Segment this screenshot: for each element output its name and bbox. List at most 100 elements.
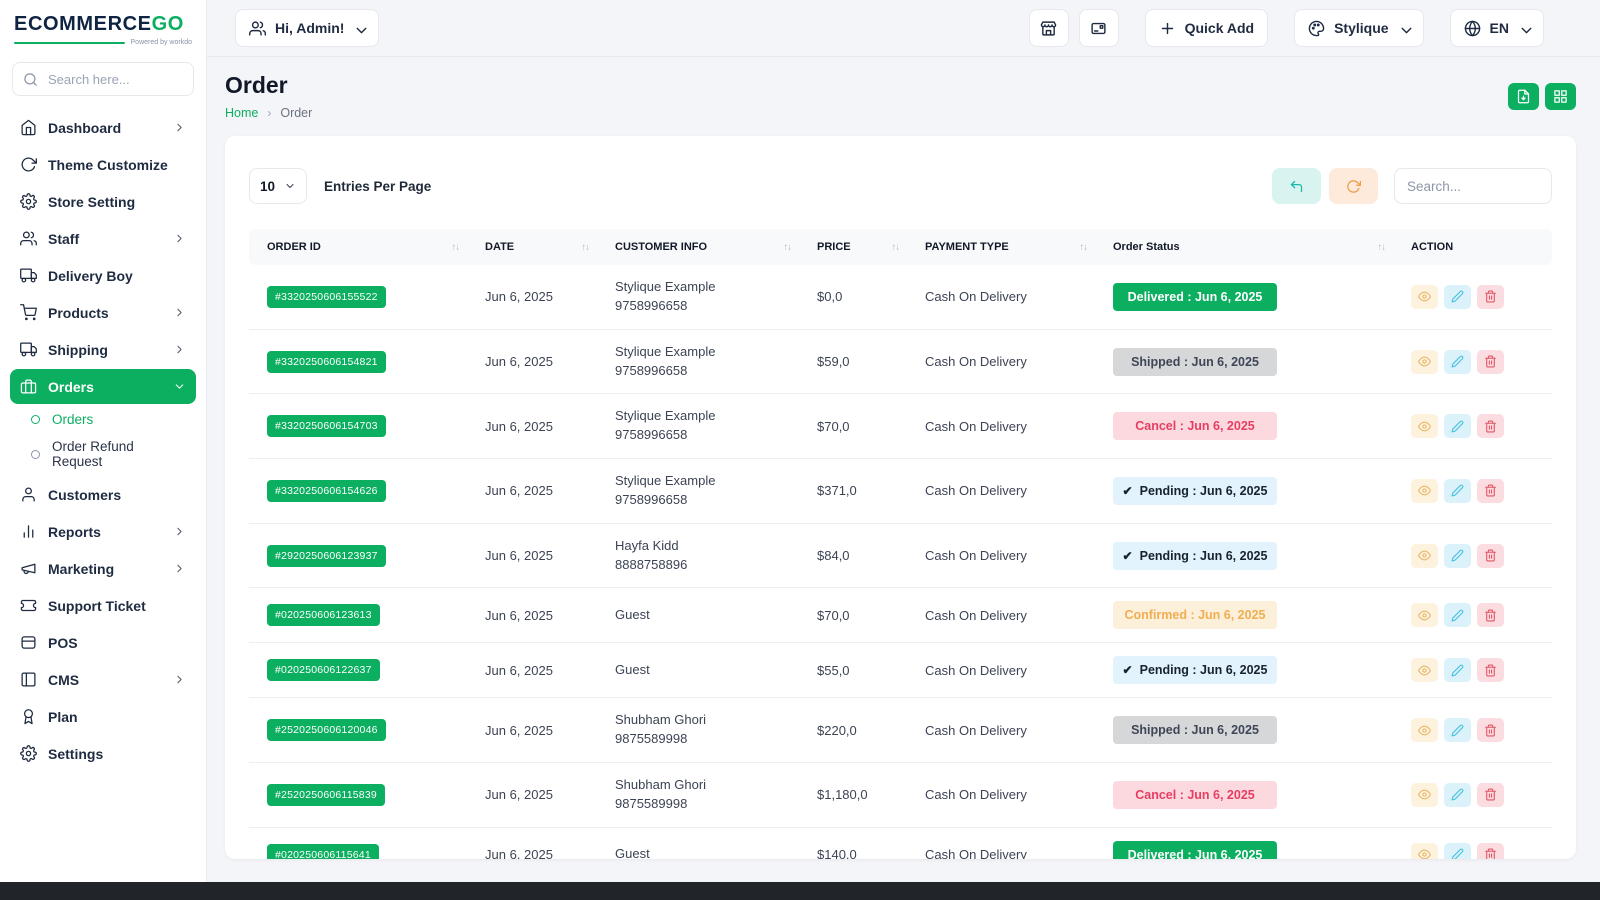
column-header-customer-info[interactable]: CUSTOMER INFO↑↓ [605,229,807,265]
view-order-button[interactable] [1411,350,1438,374]
edit-order-button[interactable] [1444,544,1471,568]
sidebar-item-orders[interactable]: Orders [10,369,196,404]
order-id-badge[interactable]: #2520250606120046 [267,719,386,741]
sidebar-item-staff[interactable]: Staff [10,221,196,256]
order-id-badge[interactable]: #2520250606115839 [267,784,385,806]
bullet-icon [31,415,40,424]
sidebar-item-plan[interactable]: Plan [10,699,196,734]
view-order-button[interactable] [1411,479,1438,503]
delete-order-button[interactable] [1477,843,1504,859]
delete-order-button[interactable] [1477,783,1504,807]
sidebar-item-theme-customize[interactable]: Theme Customize [10,147,196,182]
edit-order-button[interactable] [1444,414,1471,438]
view-order-button[interactable] [1411,783,1438,807]
reports-icon [20,523,37,540]
refresh-button[interactable] [1329,168,1378,204]
view-order-button[interactable] [1411,658,1438,682]
customer-info-cell: Guest [605,588,807,643]
delete-order-button[interactable] [1477,718,1504,742]
edit-order-button[interactable] [1444,718,1471,742]
order-status-cell: Cancel : Jun 6, 2025 [1103,763,1401,828]
order-id-badge[interactable]: #3320250606154703 [267,415,386,437]
action-cell [1401,459,1552,524]
order-id-badge[interactable]: #020250606115641 [267,844,379,859]
delete-order-button[interactable] [1477,479,1504,503]
sidebar-item-pos[interactable]: POS [10,625,196,660]
edit-order-button[interactable] [1444,479,1471,503]
trash-icon [1484,609,1497,622]
grid-view-button[interactable] [1545,83,1576,110]
column-header-order-status[interactable]: Order Status↑↓ [1103,229,1401,265]
chevron-down-icon [173,380,186,393]
price-cell: $84,0 [807,523,915,588]
theme-select-button[interactable]: Stylique [1294,9,1423,47]
view-order-button[interactable] [1411,285,1438,309]
edit-order-button[interactable] [1444,783,1471,807]
order-id-badge[interactable]: #2920250606123937 [267,545,386,567]
sidebar-item-shipping[interactable]: Shipping [10,332,196,367]
sidebar-item-dashboard[interactable]: Dashboard [10,110,196,145]
delete-order-button[interactable] [1477,414,1504,438]
user-menu-button[interactable]: Hi, Admin! [235,9,379,47]
sidebar-item-cms[interactable]: CMS [10,662,196,697]
sidebar-item-marketing[interactable]: Marketing [10,551,196,586]
entries-per-page-select[interactable]: 10 [249,168,307,204]
order-id-badge[interactable]: #020250606123613 [267,604,380,626]
sidebar-subitem-order-refund-request[interactable]: Order Refund Request [21,433,196,475]
language-select-button[interactable]: EN [1450,9,1544,47]
column-header-price[interactable]: PRICE↑↓ [807,229,915,265]
delete-order-button[interactable] [1477,658,1504,682]
edit-order-button[interactable] [1444,603,1471,627]
order-id-badge[interactable]: #3320250606155522 [267,286,386,308]
edit-order-button[interactable] [1444,843,1471,859]
table-search-input[interactable] [1394,168,1552,204]
sort-icon: ↑↓ [1080,242,1088,253]
view-order-button[interactable] [1411,414,1438,438]
order-id-badge[interactable]: #020250606122637 [267,659,380,681]
delete-order-button[interactable] [1477,544,1504,568]
view-order-button[interactable] [1411,843,1438,859]
order-id-badge[interactable]: #3320250606154821 [267,351,386,373]
sidebar-search-input[interactable] [46,71,183,88]
edit-order-button[interactable] [1444,350,1471,374]
column-header-order-id[interactable]: ORDER ID↑↓ [249,229,475,265]
edit-order-button[interactable] [1444,658,1471,682]
export-button[interactable] [1508,83,1539,110]
edit-order-button[interactable] [1444,285,1471,309]
brand-logo[interactable]: ECOMMERCEGO Powered by workdo [0,0,206,50]
breadcrumb-home-link[interactable]: Home [225,106,258,120]
sidebar-item-support-ticket[interactable]: Support Ticket [10,588,196,623]
sidebar-item-reports[interactable]: Reports [10,514,196,549]
table-controls: 10 Entries Per Page [249,168,1552,204]
bottom-bar [0,882,1600,900]
column-header-date[interactable]: DATE↑↓ [475,229,605,265]
payment-type-cell: Cash On Delivery [915,394,1103,459]
view-order-button[interactable] [1411,718,1438,742]
sidebar-item-store-setting[interactable]: Store Setting [10,184,196,219]
column-header-payment-type[interactable]: PAYMENT TYPE↑↓ [915,229,1103,265]
sidebar-item-customers[interactable]: Customers [10,477,196,512]
pos-register-button[interactable] [1079,9,1119,47]
delete-order-button[interactable] [1477,285,1504,309]
order-id-badge[interactable]: #3320250606154626 [267,480,386,502]
table-row: #020250606123613Jun 6, 2025Guest$70,0Cas… [249,588,1552,643]
table-row: #3320250606155522Jun 6, 2025Stylique Exa… [249,265,1552,329]
page-title: Order [225,72,312,99]
order-id-cell: #020250606115641 [249,827,475,859]
sidebar-subitem-orders[interactable]: Orders [21,406,196,433]
price-cell: $70,0 [807,394,915,459]
customer-info-cell: Stylique Example9758996658 [605,329,807,394]
view-order-button[interactable] [1411,544,1438,568]
sidebar-item-products[interactable]: Products [10,295,196,330]
delete-order-button[interactable] [1477,603,1504,627]
check-icon: ✔ [1123,549,1133,563]
view-order-button[interactable] [1411,603,1438,627]
quick-add-button[interactable]: Quick Add [1145,9,1269,47]
sidebar-item-delivery-boy[interactable]: Delivery Boy [10,258,196,293]
sidebar-item-settings[interactable]: Settings [10,736,196,771]
chevron-right-icon [173,121,186,134]
delete-order-button[interactable] [1477,350,1504,374]
storefront-button[interactable] [1029,9,1069,47]
reset-filters-button[interactable] [1272,168,1321,204]
action-cell [1401,698,1552,763]
